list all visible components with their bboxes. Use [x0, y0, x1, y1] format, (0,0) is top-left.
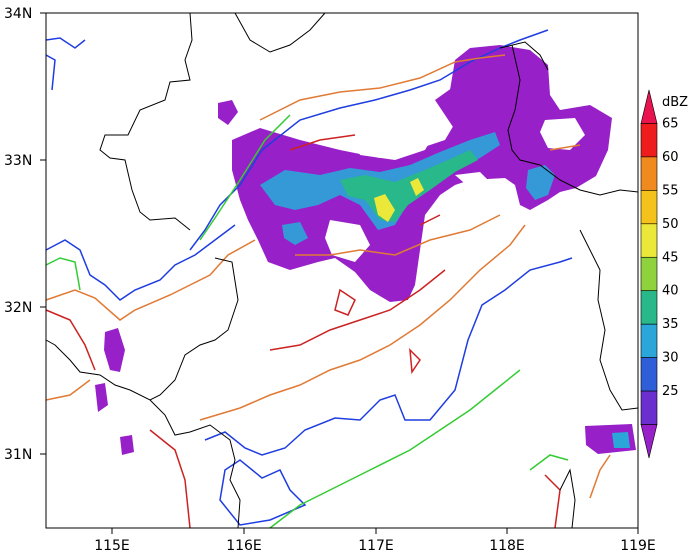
axis-ticks: [40, 12, 639, 534]
colorbar-segment: [640, 424, 658, 459]
echo-west-small: [218, 100, 238, 125]
colorbar-segment: [640, 223, 658, 258]
colorbar-tick-label: 50: [662, 217, 679, 232]
province-boundaries: [45, 12, 639, 529]
echo-gap-north: [352, 100, 440, 160]
blue-contour-south: [204, 257, 573, 526]
ylabel-32n: 32N: [4, 300, 32, 316]
mid-echo-west: [282, 222, 308, 245]
blue-contour-north: [45, 29, 549, 251]
xlabel-116e: 116E: [226, 538, 262, 554]
xlabel-117e: 117E: [358, 538, 394, 554]
peak-echo-yellow: [374, 194, 395, 222]
boundary-south: [149, 399, 241, 529]
blue-contour-west: [45, 224, 236, 301]
orange-contour: [45, 54, 611, 499]
colorbar-segment: [640, 123, 658, 158]
boundary-southeast: [579, 229, 639, 411]
colorbar-tick-label: 30: [662, 351, 679, 366]
colorbar-tick-label: 65: [662, 116, 679, 131]
colorbar-segment: [640, 190, 658, 225]
boundary-east: [507, 44, 639, 196]
echo-southwest-2: [95, 383, 108, 412]
colorbar-segment: [640, 256, 658, 292]
echo-gap-center: [325, 220, 370, 262]
echo-southwest-1: [104, 328, 125, 372]
colorbar-tick-label: 25: [662, 384, 679, 399]
echo-gap-east2: [455, 172, 490, 188]
colorbar-tick-label: 60: [662, 150, 679, 165]
boundary-north-top: [234, 12, 326, 53]
reflectivity-echoes: [95, 45, 636, 455]
map-frame: [45, 12, 639, 529]
colorbar-segments: [640, 89, 658, 459]
ylabel-31n: 31N: [4, 447, 32, 463]
colorbar-tick-label: 40: [662, 284, 679, 299]
high-echo-teal: [340, 150, 478, 222]
latitude-labels: 34N 33N 32N 31N: [4, 6, 32, 463]
colorbar-tick-label: 55: [662, 183, 679, 198]
xlabel-119e: 119E: [620, 538, 656, 554]
north-echo-cap: [435, 70, 530, 140]
boundary-north-west: [99, 12, 193, 231]
colorbar: dBZ 65 60 55 50 45 40 35 30 25: [640, 89, 688, 459]
colorbar-segment: [640, 323, 658, 358]
xlabel-115e: 115E: [94, 538, 130, 554]
colorbar-segment: [640, 156, 658, 191]
echo-gap-east: [540, 118, 585, 150]
mid-echo-east: [526, 165, 555, 200]
colorbar-segment: [640, 357, 658, 392]
colorbar-tick-label: 35: [662, 317, 679, 332]
boundary-central: [45, 257, 239, 401]
colorbar-segment: [640, 89, 658, 124]
echo-southeast-core: [612, 432, 630, 448]
map-area: [45, 12, 639, 529]
boundary-se-small: [559, 468, 576, 529]
longitude-labels: 115E 116E 117E 118E 119E: [94, 538, 656, 554]
ylabel-33n: 33N: [4, 153, 32, 169]
colorbar-segment: [640, 290, 658, 325]
echo-southwest-3: [120, 435, 134, 455]
colorbar-segment: [640, 390, 658, 425]
ylabel-34n: 34N: [4, 6, 32, 22]
green-contour: [45, 114, 569, 529]
colorbar-tick-labels: 65 60 55 50 45 40 35 30 25: [662, 116, 679, 399]
peak-echo-yellow2: [410, 178, 424, 196]
boundary-east2: [499, 41, 549, 71]
colorbar-unit: dBZ: [662, 95, 688, 110]
colorbar-tick-label: 45: [662, 250, 679, 265]
xlabel-118e: 118E: [489, 538, 525, 554]
